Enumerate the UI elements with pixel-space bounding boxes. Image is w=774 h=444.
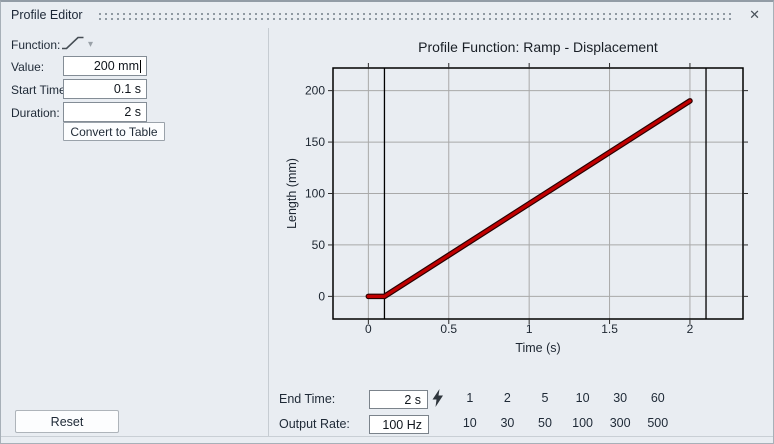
convert-to-table-button[interactable]: Convert to Table — [63, 122, 165, 141]
value-input[interactable]: 200 mm — [63, 56, 147, 76]
output-rate-input[interactable]: 100 Hz — [369, 415, 429, 434]
svg-text:1: 1 — [526, 322, 533, 336]
panel-title: Profile Editor — [11, 8, 83, 22]
end-time-preset[interactable]: 5 — [541, 391, 549, 405]
function-dropdown[interactable]: ▾ — [61, 35, 97, 55]
svg-text:150: 150 — [305, 135, 325, 149]
chart-title: Profile Function: Ramp - Displacement — [418, 39, 658, 55]
close-icon[interactable]: ✕ — [749, 7, 760, 22]
y-axis-label: Length (mm) — [285, 158, 299, 229]
reset-button[interactable]: Reset — [15, 410, 119, 433]
end-time-presets: 1 2 5 10 30 60 — [451, 391, 677, 405]
svg-text:50: 50 — [312, 238, 326, 252]
start-time-text: 0.1 s — [113, 82, 141, 96]
svg-text:0: 0 — [318, 289, 325, 303]
output-rate-preset[interactable]: 100 — [572, 416, 593, 430]
duration-label: Duration: — [11, 106, 60, 120]
output-rate-presets: 10 30 50 100 300 500 — [451, 416, 677, 430]
series-line — [366, 99, 692, 298]
output-rate-label: Output Rate: — [279, 417, 350, 431]
settings-sidebar: Function: ▾ Value: 200 mm Start Time: 0.… — [1, 28, 269, 436]
svg-text:2: 2 — [687, 322, 694, 336]
end-time-input[interactable]: 2 s — [369, 390, 428, 409]
lightning-icon[interactable] — [432, 389, 444, 407]
profile-chart[interactable]: 0 0.5 1 1.5 2 0 50 100 150 200 Profile Function: R… — [270, 30, 774, 380]
duration-input[interactable]: 2 s — [63, 102, 147, 122]
end-time-label: End Time: — [279, 392, 336, 406]
value-label: Value: — [11, 60, 45, 74]
svg-text:1.5: 1.5 — [601, 322, 618, 336]
titlebar: Profile Editor ✕ — [1, 2, 773, 28]
output-rate-preset[interactable]: 500 — [647, 416, 669, 430]
output-rate-preset[interactable]: 300 — [609, 416, 631, 430]
svg-text:0: 0 — [365, 322, 372, 336]
output-rate-preset[interactable]: 10 — [462, 416, 477, 430]
svg-text:0.5: 0.5 — [440, 322, 457, 336]
start-time-label: Start Time: — [11, 83, 70, 97]
value-text: 200 mm — [93, 59, 139, 73]
output-rate-preset[interactable]: 30 — [500, 416, 515, 430]
end-time-preset[interactable]: 10 — [575, 391, 590, 405]
end-time-preset[interactable]: 2 — [503, 391, 511, 405]
end-time-preset[interactable]: 30 — [613, 391, 628, 405]
end-time-text: 2 s — [404, 392, 421, 407]
duration-text: 2 s — [124, 105, 141, 119]
chart-panel: 0 0.5 1 1.5 2 0 50 100 150 200 Profile Function: R… — [270, 28, 773, 436]
drag-handle[interactable] — [98, 13, 733, 20]
end-time-preset[interactable]: 1 — [466, 391, 474, 405]
chevron-down-icon: ▾ — [88, 39, 94, 50]
x-axis-label: Time (s) — [515, 341, 560, 355]
bottom-strip — [1, 436, 773, 443]
svg-text:100: 100 — [305, 187, 325, 201]
end-time-preset[interactable]: 60 — [650, 391, 665, 405]
svg-text:200: 200 — [305, 84, 325, 98]
output-rate-preset[interactable]: 50 — [538, 416, 552, 430]
output-rate-text: 100 Hz — [382, 417, 422, 432]
function-label: Function: — [11, 38, 61, 52]
start-time-input[interactable]: 0.1 s — [63, 79, 147, 99]
text-caret — [140, 59, 141, 73]
ramp-function-icon — [61, 35, 85, 56]
